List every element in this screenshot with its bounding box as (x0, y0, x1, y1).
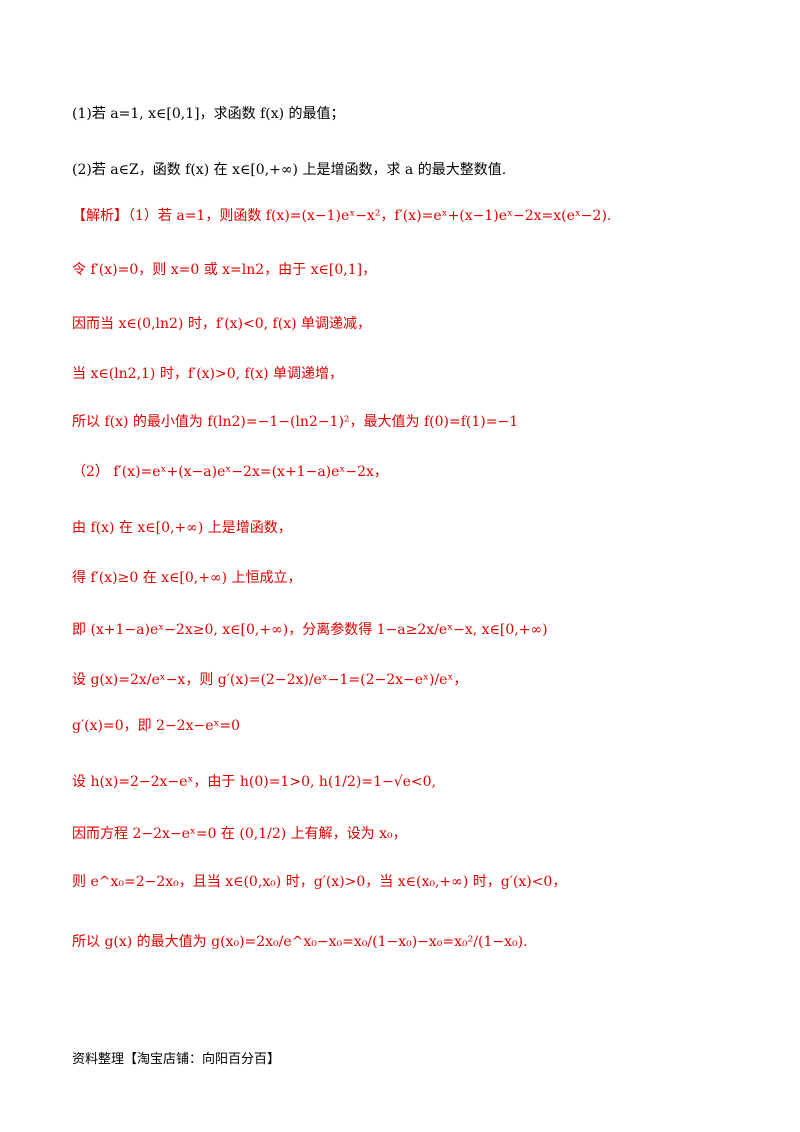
text-line-s8: 得 f′(x)≥0 在 x∈[0,+∞) 上恒成立， (72, 570, 302, 586)
text-line-s5: 所以 f(x) 的最小值为 f(ln2)=−1−(ln2−1)²，最大值为 f(… (72, 414, 519, 430)
text-line-s7: 由 f(x) 在 x∈[0,+∞) 上是增函数， (72, 520, 292, 536)
text-line-q1: (1)若 a=1, x∈[0,1]，求函数 f(x) 的最值； (72, 106, 345, 122)
text-line-s13: 因而方程 2−2x−eˣ=0 在 (0,1/2) 上有解，设为 x₀， (72, 826, 407, 842)
text-line-q2: (2)若 a∈Z，函数 f(x) 在 x∈[0,+∞) 上是增函数，求 a 的最… (72, 162, 507, 178)
text-line-s1: 【解析】（1）若 a=1，则函数 f(x)=(x−1)eˣ−x²，f′(x)=e… (72, 208, 612, 224)
footer-note: 资料整理【淘宝店铺：向阳百分百】 (72, 1052, 281, 1067)
text-line-s9: 即 (x+1−a)eˣ−2x≥0, x∈[0,+∞)，分离参数得 1−a≥2x/… (72, 622, 548, 638)
text-line-s2: 令 f′(x)=0，则 x=0 或 x=ln2，由于 x∈[0,1]， (72, 262, 377, 278)
text-line-s15: 所以 g(x) 的最大值为 g(x₀)=2x₀/e^x₀−x₀=x₀/(1−x₀… (72, 934, 528, 950)
text-line-s11: g′(x)=0，即 2−2x−eˣ=0 (72, 718, 241, 734)
text-line-s6: （2） f′(x)=eˣ+(x−a)eˣ−2x=(x+1−a)eˣ−2x， (72, 464, 388, 480)
text-line-s3: 因而当 x∈(0,ln2) 时，f′(x)<0, f(x) 单调递减， (72, 316, 372, 332)
text-line-s4: 当 x∈(ln2,1) 时，f′(x)>0, f(x) 单调递增， (72, 366, 344, 382)
text-line-s12: 设 h(x)=2−2x−eˣ，由于 h(0)=1>0, h(1/2)=1−√e<… (72, 774, 437, 790)
text-line-s14: 则 e^x₀=2−2x₀，且当 x∈(0,x₀) 时，g′(x)>0，当 x∈(… (72, 874, 567, 890)
text-line-s10: 设 g(x)=2x/eˣ−x，则 g′(x)=(2−2x)/eˣ−1=(2−2x… (72, 672, 468, 688)
